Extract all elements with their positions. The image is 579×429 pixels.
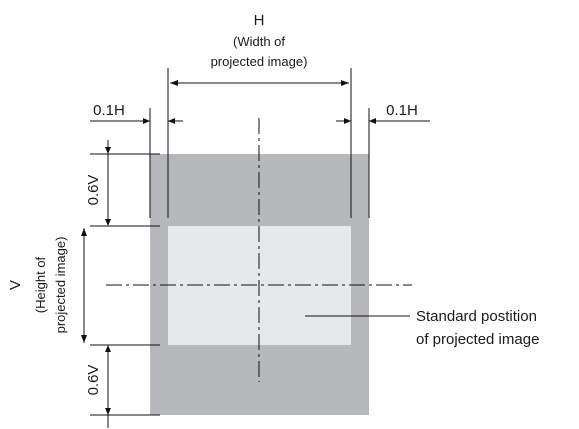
- h-symbol-label: H: [254, 12, 265, 29]
- right-margin-arrow-a: [369, 118, 376, 124]
- v-description-line1: (Height of: [33, 256, 48, 313]
- top-offset-label: 0.6V: [85, 175, 102, 206]
- bottom-offset-label: 0.6V: [85, 365, 102, 396]
- right-margin-arrow-b: [344, 118, 351, 124]
- bottom-offset-arrow-bottom: [105, 408, 111, 415]
- callout-line1: Standard postition: [416, 308, 537, 325]
- h-description-line1: (Width of: [233, 34, 285, 49]
- v-arrow-top: [81, 228, 87, 236]
- h-arrow-left: [170, 80, 178, 86]
- right-margin-label: 0.1H: [386, 102, 418, 119]
- v-arrow-bottom: [81, 335, 87, 343]
- v-symbol-label: V: [7, 280, 24, 290]
- left-margin-arrow-a: [143, 118, 150, 124]
- h-arrow-right: [341, 80, 349, 86]
- left-margin-arrow-b: [168, 118, 175, 124]
- v-description-line2: projected image): [53, 237, 68, 334]
- bottom-offset-arrow-top: [105, 345, 111, 352]
- top-offset-arrow-top: [105, 147, 111, 154]
- top-offset-arrow-bottom: [105, 219, 111, 226]
- h-description-line2: projected image): [211, 54, 308, 69]
- callout-line2: of projected image: [416, 331, 539, 348]
- left-margin-label: 0.1H: [93, 102, 125, 119]
